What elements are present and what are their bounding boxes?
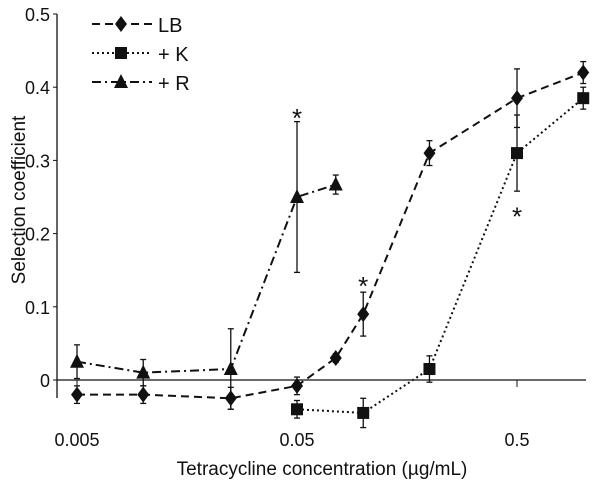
legend-label: LB <box>158 15 182 37</box>
data-point-triangle <box>290 189 304 203</box>
legend-marker-square <box>115 47 127 59</box>
data-point-square <box>511 147 523 160</box>
y-tick-label: 0.1 <box>25 298 50 318</box>
y-tick-label: 0.3 <box>25 151 50 171</box>
series-plus-K: + K <box>92 44 590 429</box>
data-point-diamond <box>137 386 150 403</box>
series-line <box>77 71 584 400</box>
x-tick-label: 0.05 <box>279 430 314 450</box>
data-point-diamond <box>71 386 83 403</box>
x-tick-label: 0.5 <box>504 430 529 450</box>
data-point-triangle <box>136 364 151 379</box>
data-point-triangle <box>328 176 343 191</box>
series-LB: LB <box>71 15 590 410</box>
series-plus-R: + R <box>70 73 343 410</box>
significance-asterisk: * <box>358 271 368 301</box>
significance-asterisk: * <box>512 202 522 232</box>
y-axis-label: Selection coefficient <box>9 115 30 284</box>
data-point-diamond <box>291 377 303 394</box>
data-point-diamond <box>577 64 590 81</box>
significance-asterisk: * <box>292 103 302 133</box>
y-tick-label: 0.2 <box>25 225 50 245</box>
data-point-triangle <box>223 361 238 376</box>
data-point-diamond <box>357 306 370 323</box>
legend-label: + R <box>158 73 190 95</box>
data-point-triangle <box>70 353 84 368</box>
data-point-diamond <box>329 350 342 367</box>
legend-marker-triangle <box>114 74 128 88</box>
legend-marker-diamond <box>115 16 127 32</box>
data-point-diamond <box>423 145 436 162</box>
data-point-square <box>357 406 370 419</box>
y-tick-label: 0.4 <box>25 78 50 98</box>
data-point-square <box>423 363 436 376</box>
x-axis-label: Tetracycline concentration (µg/mL) <box>177 459 468 480</box>
data-point-square <box>291 403 303 416</box>
data-point-diamond <box>511 90 523 107</box>
x-tick-label: 0.005 <box>54 430 99 450</box>
data-point-square <box>577 92 590 105</box>
y-tick-label: 0 <box>40 371 50 391</box>
legend-label: + K <box>158 44 189 66</box>
y-tick-label: 0.5 <box>25 5 50 25</box>
